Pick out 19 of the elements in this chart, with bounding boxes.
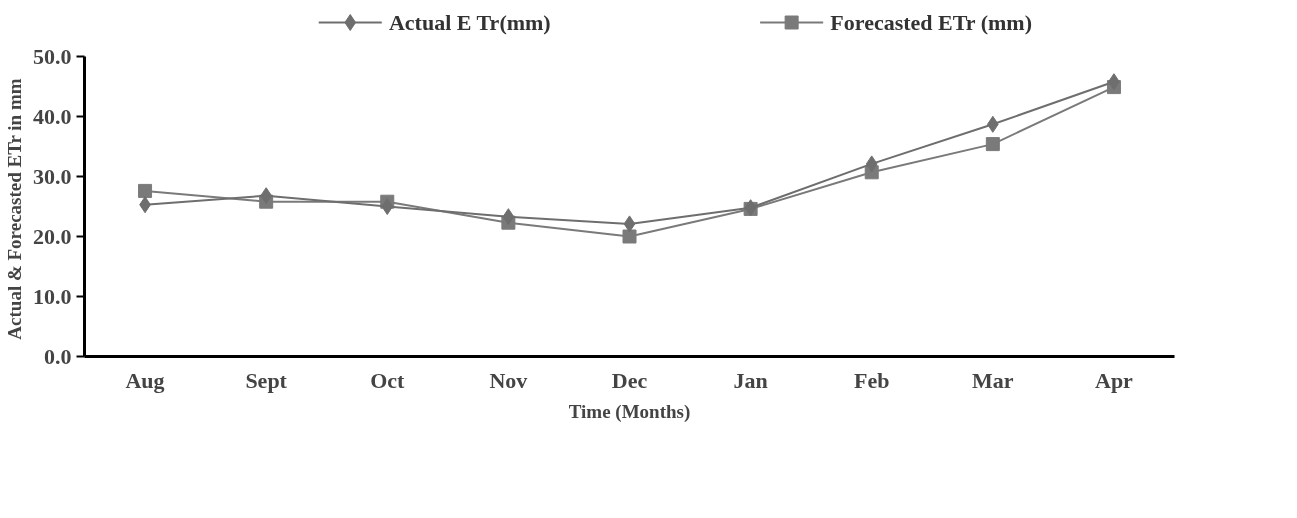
- legend-label: Actual E Tr(mm): [388, 10, 551, 35]
- y-tick-label: 50.0: [33, 43, 72, 69]
- y-tick-label: 30.0: [33, 163, 72, 189]
- x-tick-label: Mar: [972, 367, 1014, 393]
- y-tick-label: 40.0: [33, 103, 72, 129]
- x-tick-label: Feb: [854, 367, 890, 393]
- legend-label: Forecasted ETr (mm): [830, 10, 1032, 35]
- x-tick-label: Apr: [1095, 367, 1134, 393]
- x-axis-title: Time (Months): [568, 400, 691, 423]
- y-tick-label: 10.0: [33, 283, 72, 309]
- y-axis-title: Actual & Forecasted ETr in mm: [4, 78, 25, 340]
- x-tick-label: Oct: [370, 367, 406, 393]
- y-tick-label: 0.0: [44, 343, 72, 369]
- x-tick-label: Aug: [125, 367, 165, 393]
- x-tick-label: Jan: [733, 367, 768, 393]
- x-tick-label: Dec: [611, 367, 648, 393]
- y-tick-label: 20.0: [33, 223, 72, 249]
- x-tick-label: Sept: [245, 367, 288, 393]
- x-tick-label: Nov: [489, 367, 528, 393]
